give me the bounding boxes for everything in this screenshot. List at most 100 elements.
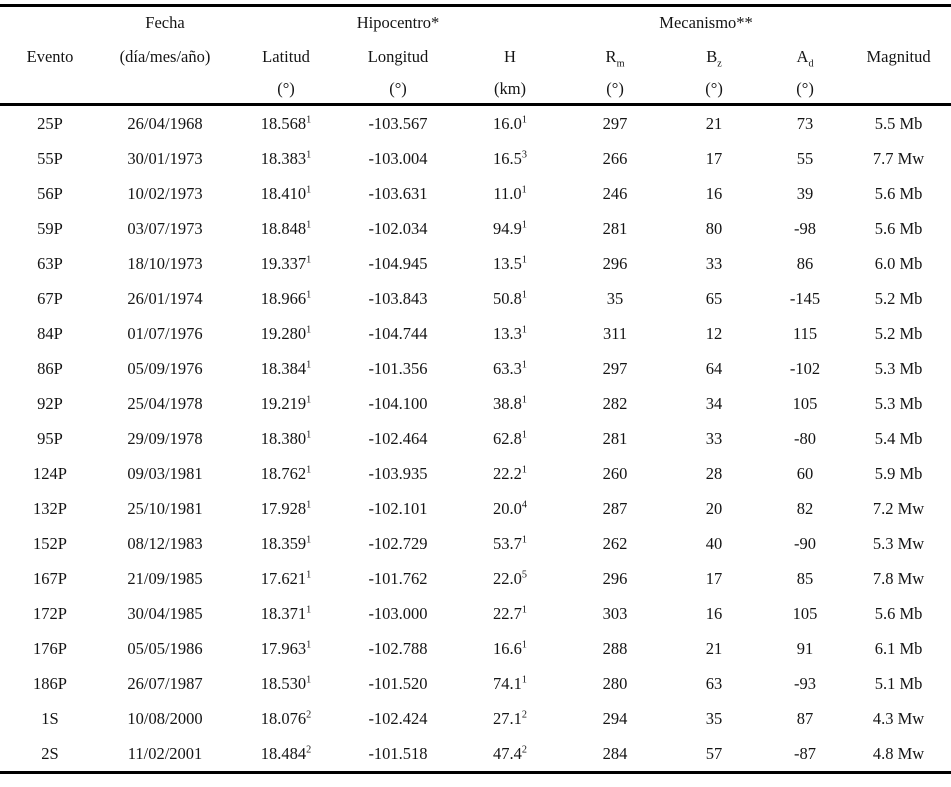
header-unit-row: (°) (°) (km) (°) (°) (°) [0,75,951,106]
footnote-marker: 1 [521,359,527,370]
footnote-marker: 1 [306,534,312,545]
longitud-cell: -101.518 [368,743,428,763]
table-body: 25P 26/04/1968 18.5681 -103.567 16.01 297 21 73… [0,105,951,773]
bz-cell: 63 [705,673,723,693]
latitud-cell: 18.7621 [260,463,312,483]
header-spacer [846,75,951,106]
table-row: 176P 05/05/1986 17.9631 -102.788 16.61 288 21 9… [0,631,951,666]
rm-cell: 35 [606,288,624,308]
magnitud-cell: 5.9 Mb [874,463,923,483]
longitud-cell: -104.945 [368,253,428,273]
longitud-cell: -104.100 [368,393,428,413]
table-row: 124P 09/03/1981 18.7621 -103.935 22.21 260 28 6… [0,456,951,491]
fecha-cell: 30/04/1985 [127,603,203,623]
h-cell: 94.91 [493,218,527,238]
footnote-marker: 1 [306,149,312,160]
header-bz-unit: (°) [664,75,765,106]
ad-cell: 115 [792,323,818,343]
longitud-cell: -102.424 [368,708,428,728]
fecha-cell: 01/07/1976 [127,323,203,343]
seismic-events-table: Fecha Hipocentro* Mecanismo** Evento (dí… [0,4,951,774]
evento-cell: 84P [37,323,63,343]
table-row: 132P 25/10/1981 17.9281 -102.101 20.04 287 20 8… [0,491,951,526]
rm-cell: 246 [602,183,628,203]
footnote-marker: 1 [306,114,312,125]
magnitud-cell: 5.3 Mw [872,533,925,553]
evento-cell: 132P [33,498,67,518]
footnote-marker: 2 [306,744,312,755]
table-row: 95P 29/09/1978 18.3801 -102.464 62.81 281 33 -8… [0,421,951,456]
footnote-marker: 1 [521,429,527,440]
longitud-cell: -101.520 [368,673,428,693]
bz-cell: 80 [705,218,723,238]
evento-cell: 124P [33,463,67,483]
header-ad: Ad [764,39,846,75]
header-hipocentro-group: Hipocentro* [356,13,440,32]
latitud-cell: 17.6211 [260,568,312,588]
latitud-cell: 18.3591 [260,533,312,553]
h-cell: 47.42 [493,743,527,763]
header-spacer [0,6,100,40]
footnote-marker: 1 [521,219,527,230]
longitud-cell: -103.567 [368,113,428,133]
header-spacer [0,75,100,106]
rm-cell: 287 [602,498,628,518]
fecha-cell: 05/05/1986 [127,638,203,658]
evento-cell: 86P [37,358,63,378]
fecha-cell: 11/02/2001 [127,743,203,763]
header-bz: Bz [664,39,764,75]
h-cell: 22.21 [493,463,527,483]
rm-cell: 284 [602,743,628,763]
table-row: 84P 01/07/1976 19.2801 -104.744 13.31 311 12 11… [0,316,951,351]
evento-cell: 55P [37,148,63,168]
longitud-cell: -103.000 [368,603,428,623]
evento-cell: 186P [33,673,67,693]
bz-cell: 21 [705,113,723,133]
header-h: H [504,47,516,66]
footnote-marker: 5 [521,569,527,580]
ad-cell: 39 [796,183,814,203]
latitud-cell: 18.9661 [260,288,312,308]
header-ad-unit: (°) [764,75,847,106]
ad-cell: 60 [796,463,814,483]
magnitud-cell: 5.1 Mb [874,673,923,693]
latitud-cell: 19.3371 [260,253,312,273]
bz-cell: 35 [705,708,723,728]
ad-cell: -102 [789,358,821,378]
table-row: 86P 05/09/1976 18.3841 -101.356 63.31 297 64 -1… [0,351,951,386]
longitud-cell: -102.101 [368,498,428,518]
rm-cell: 260 [602,463,628,483]
footnote-marker: 1 [306,674,312,685]
footnote-marker: 1 [306,254,312,265]
longitud-cell: -103.631 [368,183,428,203]
bz-cell: 65 [705,288,723,308]
header-h-unit: (km) [454,75,567,106]
rm-cell: 282 [602,393,628,413]
bz-cell: 28 [705,463,723,483]
magnitud-cell: 5.4 Mb [874,428,923,448]
fecha-cell: 03/07/1973 [127,218,203,238]
ad-cell: 105 [792,393,818,413]
evento-cell: 167P [33,568,67,588]
bz-cell: 16 [705,603,723,623]
ad-cell: -145 [789,288,821,308]
rm-cell: 296 [602,568,628,588]
latitud-cell: 18.4842 [260,743,312,763]
footnote-marker: 1 [306,429,312,440]
latitud-cell: 18.5301 [260,673,312,693]
latitud-cell: 19.2191 [260,393,312,413]
bz-cell: 40 [705,533,723,553]
header-spacer [100,75,230,106]
fecha-cell: 26/07/1987 [127,673,203,693]
table-row: 25P 26/04/1968 18.5681 -103.567 16.01 297 21 73… [0,105,951,142]
header-mecanismo-group: Mecanismo** [659,13,753,32]
fecha-cell: 29/09/1978 [127,428,203,448]
h-cell: 53.71 [493,533,527,553]
ad-cell: 55 [796,148,814,168]
header-evento: Evento [26,47,74,66]
latitud-cell: 18.4101 [260,183,312,203]
h-cell: 22.71 [493,603,527,623]
fecha-cell: 25/04/1978 [127,393,203,413]
header-magnitud: Magnitud [866,47,931,66]
evento-cell: 67P [37,288,63,308]
